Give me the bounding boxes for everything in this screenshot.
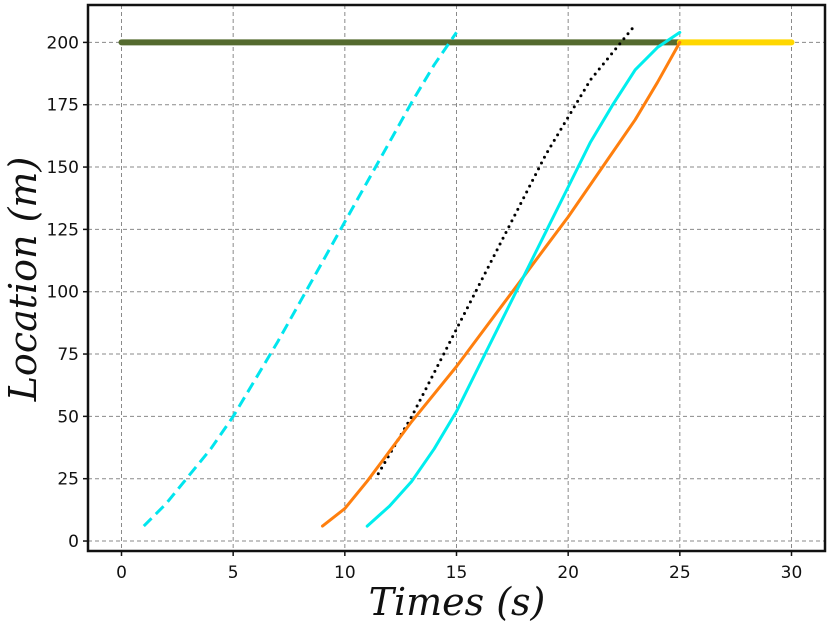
y-tick-label: 75 <box>57 345 79 365</box>
x-tick-label: 30 <box>781 563 803 583</box>
y-tick-label: 50 <box>57 407 79 427</box>
x-tick-label: 15 <box>446 563 468 583</box>
x-tick-label: 25 <box>669 563 691 583</box>
x-tick-label: 0 <box>116 563 127 583</box>
x-tick-label: 5 <box>228 563 239 583</box>
series-line-4-dotted <box>376 23 637 476</box>
y-tick-label: 100 <box>47 283 79 303</box>
series-line-5-solid <box>321 40 682 528</box>
series-line-3-dashed <box>142 31 458 528</box>
y-tick-label: 125 <box>47 220 79 240</box>
y-tick-label: 175 <box>47 96 79 116</box>
x-tick-label: 10 <box>334 563 356 583</box>
x-axis-label: Times (s) <box>369 580 546 624</box>
tick-labels: 0 5 10 15 20 25 30 0 25 50 75 100 125 150 175 200 <box>47 33 803 583</box>
y-tick-label: 0 <box>68 532 79 552</box>
y-tick-label: 150 <box>47 158 79 178</box>
y-axis-label: Location (m) <box>1 157 45 403</box>
ticks <box>83 41 793 556</box>
y-tick-label: 25 <box>57 470 79 490</box>
series-line-6-solid <box>365 30 682 528</box>
series-layer <box>118 23 795 528</box>
x-tick-label: 20 <box>557 563 579 583</box>
y-tick-label: 200 <box>47 33 79 53</box>
